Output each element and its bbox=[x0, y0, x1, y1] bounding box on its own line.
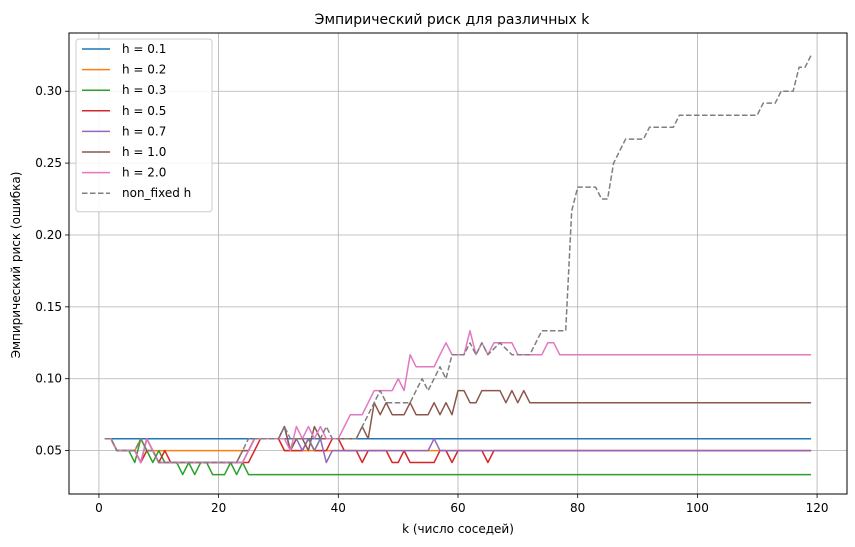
x-tick-label: 20 bbox=[211, 501, 226, 515]
y-tick-label: 0.30 bbox=[35, 84, 62, 98]
legend-label: h = 0.5 bbox=[122, 104, 166, 118]
y-axis-label: Эмпирический риск (ошибка) bbox=[9, 172, 23, 359]
x-tick-label: 40 bbox=[331, 501, 346, 515]
x-tick-label: 0 bbox=[95, 501, 103, 515]
y-tick-label: 0.05 bbox=[35, 444, 62, 458]
legend-label: h = 0.3 bbox=[122, 83, 166, 97]
plot-series bbox=[104, 54, 812, 476]
y-tick-label: 0.15 bbox=[35, 300, 62, 314]
y-tick-label: 0.10 bbox=[35, 372, 62, 386]
x-tick-label: 60 bbox=[450, 501, 465, 515]
chart-title: Эмпирический риск для различных k bbox=[315, 12, 591, 28]
legend-label: h = 0.7 bbox=[122, 124, 166, 138]
series-line-h-0-3 bbox=[104, 437, 812, 476]
legend-label: non_fixed h bbox=[122, 186, 191, 200]
series-line-non-fixed-h bbox=[104, 54, 812, 464]
x-axis-label: k (число соседей) bbox=[402, 522, 514, 536]
x-tick-label: 120 bbox=[806, 501, 829, 515]
x-tick-label: 100 bbox=[686, 501, 709, 515]
legend: h = 0.1 h = 0.2 h = 0.3 h = 0.5 h = 0.7 h = 1… bbox=[75, 38, 213, 213]
legend-label: h = 0.2 bbox=[122, 63, 166, 77]
legend-label: h = 2.0 bbox=[122, 166, 166, 180]
legend-label: h = 1.0 bbox=[122, 145, 166, 159]
legend-label: h = 0.1 bbox=[122, 42, 166, 56]
axis-ticks: 0 20 40 60 80 100 120 0.05 0.10 0.15 0.20 0.25 0.30 bbox=[35, 84, 828, 515]
legend-box bbox=[75, 38, 213, 213]
y-tick-label: 0.20 bbox=[35, 228, 62, 242]
y-tick-label: 0.25 bbox=[35, 156, 62, 170]
x-tick-label: 80 bbox=[570, 501, 585, 515]
